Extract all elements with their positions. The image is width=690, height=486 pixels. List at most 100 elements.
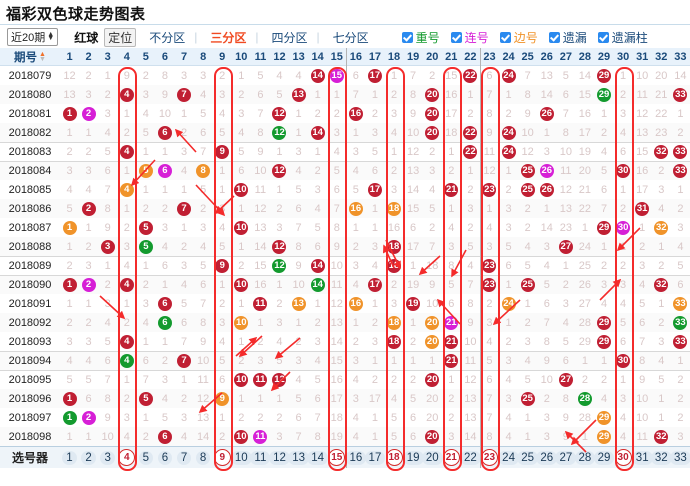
check-icon[interactable]	[548, 31, 560, 43]
selector-cell-27[interactable]: 27	[555, 447, 577, 468]
checkbox-3[interactable]: 遗漏	[548, 29, 587, 46]
selector-row[interactable]: 选号器 1 2 3 4 5 6 7 8 9 10 11 12 13 14 15 16 17 18 19 20 21 22 23…	[0, 446, 690, 468]
selector-cell-33[interactable]: 33	[669, 447, 690, 468]
checkbox-0[interactable]: 重号	[401, 29, 440, 46]
selector-number[interactable]: 16	[345, 450, 367, 465]
table-row[interactable]: 2018080 13 3 2 4 3 9 7 4 3 2 6 5 13 1 1 7 1 2 8 20 16 1 7 1 8 14 6 1…	[0, 85, 690, 104]
zone-tab-four[interactable]: 四分区	[271, 30, 308, 45]
column-header-4[interactable]: 4	[123, 50, 130, 63]
column-header-12[interactable]: 12	[273, 50, 286, 63]
selector-cell-28[interactable]: 28	[574, 447, 596, 468]
selector-number[interactable]: 20	[421, 450, 443, 465]
selector-cell-4[interactable]: 4	[117, 447, 136, 468]
column-header-13[interactable]: 13	[292, 50, 305, 63]
selector-ball[interactable]: 9	[213, 449, 231, 466]
selector-cell-32[interactable]: 32	[650, 447, 672, 468]
table-row[interactable]: 2018082 1 1 4 2 5 6 2 6 5 4 8 12 1 14 3 1 3 4 10 20 18 22 9 24 10…	[0, 123, 690, 142]
selector-ball[interactable]: 30	[614, 449, 632, 466]
column-header-2[interactable]: 2	[85, 50, 92, 63]
checkbox-1[interactable]: 连号	[450, 29, 489, 46]
column-header-29[interactable]: 29	[597, 50, 611, 63]
zone-tab-seven[interactable]: 七分区	[332, 30, 369, 45]
column-header-8[interactable]: 8	[200, 50, 207, 63]
check-icon[interactable]	[597, 31, 609, 43]
column-header-20[interactable]: 20	[426, 50, 439, 63]
selector-cell-26[interactable]: 26	[536, 447, 558, 468]
selector-cell-30[interactable]: 30	[614, 447, 633, 468]
selector-cell-15[interactable]: 15	[327, 447, 346, 468]
period-select[interactable]: 近20期 ▲ ▼	[7, 28, 59, 46]
selector-number[interactable]: 3	[100, 450, 115, 465]
selector-number[interactable]: 22	[459, 450, 481, 465]
selector-number[interactable]: 12	[269, 450, 290, 465]
selector-cell-24[interactable]: 24	[498, 447, 519, 468]
zone-tab-none[interactable]: 不分区	[149, 30, 186, 45]
checkbox-2[interactable]: 边号	[499, 29, 538, 46]
selector-ball[interactable]: 21	[442, 449, 460, 466]
selector-cell-19[interactable]: 19	[402, 447, 424, 468]
selector-cell-2[interactable]: 2	[79, 447, 98, 468]
selector-cell-20[interactable]: 20	[421, 447, 443, 468]
selector-number[interactable]: 2	[81, 450, 96, 465]
table-row[interactable]: 2018090 1 2 2 4 2 1 4 6 1 10 16 1 10 14 11 4 17 2 19 9 5 7 23 1 2…	[0, 275, 690, 294]
position-button[interactable]: 定位	[104, 27, 137, 47]
selector-ball[interactable]: 15	[328, 449, 346, 466]
selector-number[interactable]: 6	[157, 450, 173, 465]
selector-cell-9[interactable]: 9	[213, 447, 232, 468]
table-row[interactable]: 2018084 3 3 6 1 5 6 4 8 1 6 10 12 4 2 5 4 6 2 13 3 2 1 12 1 25 26 1…	[0, 161, 690, 180]
column-header-19[interactable]: 19	[406, 50, 420, 63]
selector-cell-22[interactable]: 22	[459, 447, 481, 468]
column-header-23[interactable]: 23	[483, 50, 496, 63]
column-header-26[interactable]: 26	[540, 50, 553, 63]
selector-cell-11[interactable]: 11	[250, 447, 271, 468]
selector-cell-14[interactable]: 14	[307, 447, 329, 468]
selector-number[interactable]: 24	[498, 450, 519, 465]
sort-arrows-icon[interactable]: ▲ ▼	[39, 50, 46, 63]
selector-number[interactable]: 28	[574, 450, 596, 465]
selector-cell-12[interactable]: 12	[269, 447, 290, 468]
selector-cell-25[interactable]: 25	[517, 447, 539, 468]
selector-cell-13[interactable]: 13	[288, 447, 309, 468]
selector-ball[interactable]: 4	[118, 449, 136, 466]
period-header[interactable]: 期号 ▲ ▼	[0, 48, 60, 65]
check-icon[interactable]	[401, 31, 413, 43]
column-header-17[interactable]: 17	[368, 50, 382, 63]
table-row[interactable]: 2018092 2 2 4 2 4 6 6 8 3 10 1 3 1 2 13 1 2 18 1 20 21 9 3 1 2 7 4 2…	[0, 313, 690, 332]
column-header-25[interactable]: 25	[521, 50, 534, 63]
selector-ball[interactable]: 18	[385, 449, 403, 466]
table-row[interactable]: 2018094 4 4 6 4 6 2 7 10 5 2 3 5 3 4 15 3 1 1 1 1 21 11 5 3 4 9 6 1 1…	[0, 351, 690, 370]
column-header-28[interactable]: 28	[578, 50, 592, 63]
column-header-9[interactable]: 9	[219, 50, 226, 63]
column-header-27[interactable]: 27	[559, 50, 572, 63]
selector-cell-3[interactable]: 3	[98, 447, 117, 468]
column-header-30[interactable]: 30	[616, 50, 630, 63]
selector-cell-23[interactable]: 23	[480, 447, 499, 468]
column-header-11[interactable]: 11	[254, 50, 267, 63]
selector-cell-16[interactable]: 16	[345, 447, 367, 468]
column-header-3[interactable]: 3	[104, 50, 111, 63]
selector-number[interactable]: 13	[288, 450, 309, 465]
table-row[interactable]: 2018085 4 4 7 4 1 1 1 5 1 10 11 1 5 3 6 5 17 3 14 4 21 2 23 2 25 2…	[0, 180, 690, 199]
selector-number[interactable]: 19	[402, 450, 424, 465]
check-icon[interactable]	[499, 31, 511, 43]
table-row[interactable]: 2018087 1 1 9 2 5 3 1 3 4 10 13 3 7 5 8 1 1 16 6 2 4 2 4 3 2 14 23 1…	[0, 218, 690, 237]
column-header-5[interactable]: 5	[142, 50, 149, 63]
selector-number[interactable]: 17	[364, 450, 386, 465]
zone-tab-three[interactable]: 三分区	[210, 30, 247, 45]
selector-number[interactable]: 10	[230, 450, 252, 465]
table-row[interactable]: 2018083 2 2 5 4 1 1 3 7 9 5 9 1 3 1 4 3 5 1 12 2 1 22 11 24 12 3 10…	[0, 142, 690, 161]
column-header-10[interactable]: 10	[235, 50, 248, 63]
selector-number[interactable]: 33	[669, 450, 690, 465]
table-row[interactable]: 2018086 5 2 8 1 2 2 7 2 3 1 12 2 6 4 7 16 1 18 15 5 1 3 1 3 2 1 13 2…	[0, 199, 690, 218]
selector-number[interactable]: 32	[650, 450, 672, 465]
selector-number[interactable]: 27	[555, 450, 577, 465]
column-header-7[interactable]: 7	[180, 50, 188, 63]
table-row[interactable]: 2018097 1 2 9 3 1 5 3 13 1 2 2 2 6 7 18 4 1 5 6 20 2 13 7 4 1 3 9 28…	[0, 408, 690, 427]
table-row[interactable]: 2018079 12 2 1 9 2 8 3 3 2 1 5 4 4 14 15 6 17 1 7 2 15 22 6 24 7 1…	[0, 66, 690, 85]
table-row[interactable]: 2018093 3 3 5 4 1 1 7 9 4 1 2 4 2 3 14 2 3 18 2 20 21 10 4 2 3 8 5 2…	[0, 332, 690, 351]
selector-number[interactable]: 31	[631, 450, 653, 465]
column-header-22[interactable]: 22	[464, 50, 477, 63]
column-header-14[interactable]: 14	[311, 50, 324, 63]
table-row[interactable]: 2018098 1 1 10 4 2 6 4 14 2 10 11 3 7 8 19 4 1 5 6 20 3 14 8 4 1 3…	[0, 427, 690, 446]
selector-cell-31[interactable]: 31	[631, 447, 653, 468]
